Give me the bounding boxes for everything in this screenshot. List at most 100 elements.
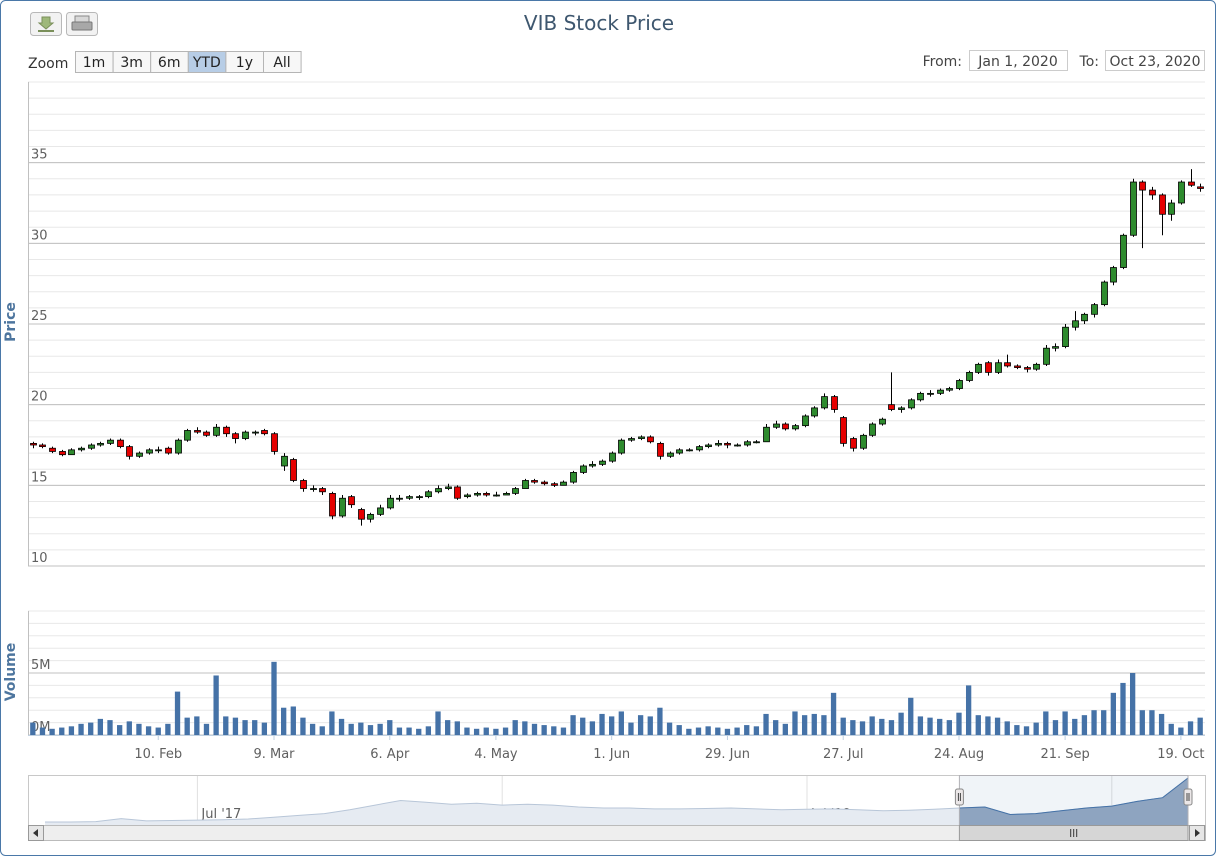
candle-body <box>213 426 220 436</box>
candle-body <box>609 452 616 462</box>
candle-body <box>78 447 85 451</box>
y-tick-label: 10 <box>31 551 48 566</box>
volume-bar <box>1139 710 1145 735</box>
export-button[interactable] <box>30 12 62 36</box>
volume-bar <box>850 720 856 735</box>
candle-body <box>966 371 973 381</box>
volume-bar <box>1178 727 1184 735</box>
volume-bar <box>473 728 480 735</box>
volume-bar <box>136 723 142 735</box>
candle-body <box>744 441 751 446</box>
volume-bar <box>724 728 731 735</box>
volume-bar <box>1187 721 1194 735</box>
candle-body <box>1043 347 1050 365</box>
zoom-button[interactable]: 1m <box>75 51 114 73</box>
volume-bar <box>338 718 345 735</box>
volume-bar <box>68 726 75 735</box>
candle-body <box>888 404 895 410</box>
volume-bar <box>946 720 952 735</box>
volume-bar <box>425 726 432 735</box>
zoom-button-label[interactable]: 3m <box>120 55 143 71</box>
candle-body <box>329 492 336 517</box>
volume-bar <box>599 713 605 735</box>
print-button[interactable] <box>66 12 98 36</box>
candle-body <box>1197 186 1204 189</box>
volume-bar <box>145 726 152 735</box>
volume-bar <box>502 727 509 735</box>
volume-bar <box>985 716 991 735</box>
volume-bar <box>541 725 547 735</box>
to-input-box[interactable] <box>1105 50 1205 71</box>
zoom-button[interactable]: 1y <box>225 51 264 73</box>
candle-body <box>860 434 867 449</box>
candle-body <box>956 380 963 389</box>
zoom-button[interactable]: 3m <box>112 51 152 73</box>
volume-bar <box>203 723 210 735</box>
candle-body <box>493 494 500 497</box>
from-input-box[interactable] <box>969 50 1068 71</box>
candle-body <box>589 463 596 467</box>
volume-bar <box>300 717 306 735</box>
volume-bar <box>773 720 779 735</box>
from-date[interactable]: Jan 1, 2020 <box>977 54 1057 70</box>
volume-bar <box>898 712 904 735</box>
y-axis-title: Price <box>3 302 19 342</box>
volume-bar <box>937 718 943 735</box>
volume-bar <box>155 727 161 735</box>
candle-body <box>194 430 201 433</box>
volume-bar <box>97 718 104 735</box>
candle-body <box>416 496 423 499</box>
candle-body <box>628 438 635 441</box>
candle-body <box>281 455 288 467</box>
candle-body <box>831 396 838 410</box>
volume-bar <box>811 713 817 735</box>
volume-bar <box>358 722 364 735</box>
candle-body <box>1024 367 1031 370</box>
candle-body <box>763 426 770 443</box>
zoom-button-label[interactable]: YTD <box>192 55 221 71</box>
candle-body <box>1178 181 1185 204</box>
volume-bar <box>570 715 576 735</box>
candle-body <box>68 449 75 456</box>
zoom-button[interactable]: YTD <box>187 51 227 73</box>
chart-title: VIB Stock Price <box>524 11 674 35</box>
candle-body <box>551 483 558 486</box>
zoom-button-label[interactable]: 1m <box>83 55 106 71</box>
candle-body <box>946 388 953 391</box>
x-tick-label: 6. Apr <box>370 747 410 762</box>
zoom-label: Zoom <box>28 56 68 72</box>
candle-body <box>107 439 114 444</box>
scrollbar-right-arrow <box>1195 829 1200 837</box>
candle-body <box>705 444 712 448</box>
candle-body <box>715 442 722 446</box>
volume-bar <box>618 711 624 735</box>
volume-bar <box>194 716 200 735</box>
volume-bar <box>454 721 460 735</box>
navigator-handle[interactable] <box>954 788 964 806</box>
volume-bar <box>686 728 692 735</box>
volume-bar <box>464 727 470 735</box>
to-date[interactable]: Oct 23, 2020 <box>1110 54 1201 70</box>
candle-body <box>1033 363 1040 370</box>
volume-bar <box>1110 692 1117 735</box>
zoom-button-label[interactable]: 1y <box>236 55 253 71</box>
x-tick-label: 1. Jun <box>593 747 630 762</box>
volume-bar <box>319 726 325 735</box>
zoom-button[interactable]: All <box>263 51 302 73</box>
volume-bar <box>1101 710 1107 735</box>
candle-body <box>310 488 317 490</box>
scrollbar[interactable] <box>28 825 1206 841</box>
zoom-button-label[interactable]: 6m <box>158 55 181 71</box>
volume-bar <box>59 727 65 735</box>
candle-body <box>483 492 490 496</box>
volume-bar <box>734 727 740 735</box>
navigator-handle[interactable] <box>1183 788 1193 806</box>
zoom-button-label[interactable]: All <box>273 55 290 71</box>
zoom-button[interactable]: 6m <box>150 51 189 73</box>
candle-body <box>1014 365 1021 368</box>
candle-body <box>1091 304 1098 315</box>
zoom-button-frame <box>263 51 302 73</box>
candle-body <box>667 452 674 457</box>
volume-bar <box>628 722 634 735</box>
candle-body <box>850 438 857 449</box>
